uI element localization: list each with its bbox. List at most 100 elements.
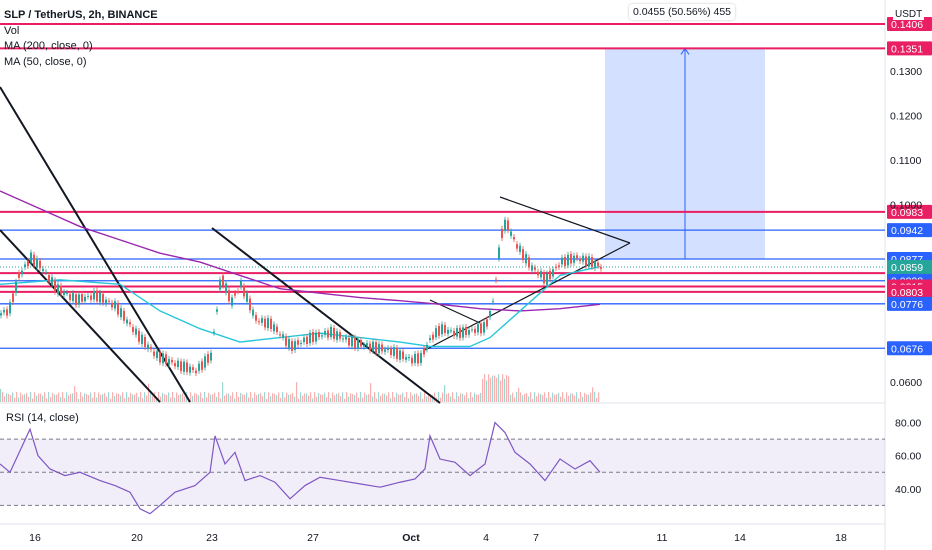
candle-body	[501, 228, 503, 239]
candle-body	[522, 249, 524, 260]
volume-bar	[252, 397, 254, 402]
candle-body	[435, 328, 437, 338]
candle-body	[483, 322, 485, 333]
level-tag-bg-0.0983	[887, 204, 932, 219]
volume-bar	[386, 395, 388, 402]
candle-body	[156, 351, 158, 359]
level-tag-0.1351: 0.1351	[891, 43, 923, 55]
volume-bar	[560, 396, 562, 402]
volume-bar	[462, 393, 464, 402]
candle-body	[270, 318, 272, 330]
candle-body	[42, 268, 44, 272]
volume-bar	[556, 394, 558, 402]
volume-bar	[358, 397, 360, 402]
candle-body	[147, 344, 149, 350]
volume-bar	[268, 392, 270, 402]
y-tick-label: 0.1000	[890, 199, 922, 211]
volume-bar	[522, 395, 524, 402]
volume-bar	[422, 398, 424, 402]
candle-body	[168, 359, 170, 365]
candle-body	[351, 337, 353, 347]
volume-bar	[242, 394, 244, 402]
rsi-tick-label: 60.00	[895, 451, 921, 463]
volume-bar	[38, 393, 40, 402]
y-tick-label: 0.1100	[890, 155, 921, 167]
volume-bar	[290, 394, 292, 402]
candle-body	[597, 262, 599, 266]
symbol-title: SLP / TetherUS, 2h, BINANCE	[4, 9, 158, 21]
candle-body	[438, 325, 440, 336]
volume-bar	[234, 398, 236, 402]
volume-bar	[140, 392, 142, 402]
volume-bar	[370, 383, 372, 402]
volume-bar	[484, 374, 486, 402]
candle-body	[237, 291, 239, 293]
volume-bar	[364, 392, 366, 402]
volume-bar	[594, 392, 596, 402]
volume-bar	[516, 392, 518, 402]
candle-body	[261, 318, 263, 323]
volume-bar	[128, 397, 130, 402]
volume-bar	[414, 393, 416, 402]
volume-bar	[586, 394, 588, 402]
candle-body	[21, 270, 23, 275]
volume-bar	[540, 393, 542, 402]
volume-bar	[534, 392, 536, 402]
candle-body	[309, 332, 311, 344]
volume-bar	[244, 394, 246, 402]
volume-bar	[510, 394, 512, 402]
volume-bar	[330, 397, 332, 402]
candle-body	[18, 272, 20, 278]
candle-body	[288, 338, 290, 348]
volume-bar	[428, 393, 430, 402]
candle-body	[273, 324, 275, 332]
currency-label: USDT	[893, 9, 925, 20]
volume-bar	[434, 392, 436, 402]
volume-bar	[284, 397, 286, 402]
candle-body	[525, 254, 527, 264]
candle-body	[570, 254, 572, 264]
volume-bar	[570, 393, 572, 402]
candle-body	[105, 299, 107, 304]
candle-body	[264, 318, 266, 328]
volume-bar	[102, 394, 104, 402]
volume-bar	[168, 392, 170, 402]
volume-bar	[124, 398, 126, 402]
volume-bar	[270, 396, 272, 402]
candle-body	[303, 337, 305, 343]
candle-body	[69, 294, 71, 300]
candle-body	[396, 348, 398, 359]
volume-bar	[190, 392, 192, 402]
volume-bar	[162, 393, 164, 402]
candle-body	[255, 315, 257, 321]
volume-bar	[116, 393, 118, 402]
candle-body	[363, 345, 365, 347]
candle-body	[405, 357, 407, 360]
volume-bar	[196, 393, 198, 402]
candle-body	[366, 343, 368, 346]
candle-body	[90, 295, 92, 300]
level-tag-0.0776: 0.0776	[891, 299, 923, 311]
candle-body	[60, 285, 62, 294]
candle-body	[336, 331, 338, 340]
candle-body	[555, 266, 557, 268]
candle-body	[78, 294, 80, 305]
volume-bar	[418, 395, 420, 402]
volume-bar	[178, 395, 180, 402]
projection-label: 0.0455 (50.56%) 455	[629, 4, 735, 20]
candle-body	[201, 361, 203, 370]
candle-body	[243, 285, 245, 297]
level-tag-bg-0.0776	[887, 296, 932, 311]
candle-body	[210, 352, 212, 361]
volume-bar	[76, 392, 78, 402]
volume-bar	[466, 392, 468, 402]
candle-body	[561, 257, 563, 265]
volume-bar	[28, 396, 30, 402]
volume-bar	[492, 375, 494, 402]
volume-bar	[452, 392, 454, 402]
volume-bar	[278, 392, 280, 402]
level-tag-bg-0.1406	[887, 16, 932, 31]
x-tick-label: 23	[206, 532, 218, 544]
candle-body	[537, 271, 539, 276]
